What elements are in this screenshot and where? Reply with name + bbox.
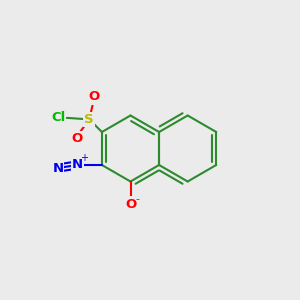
Text: N: N — [72, 158, 83, 171]
Text: +: + — [80, 153, 88, 164]
Text: O: O — [72, 132, 83, 146]
Text: Cl: Cl — [51, 111, 65, 124]
Text: N: N — [52, 161, 63, 175]
Text: O: O — [125, 197, 136, 211]
Text: -: - — [135, 194, 139, 204]
Text: O: O — [88, 90, 99, 104]
Text: S: S — [85, 113, 94, 126]
